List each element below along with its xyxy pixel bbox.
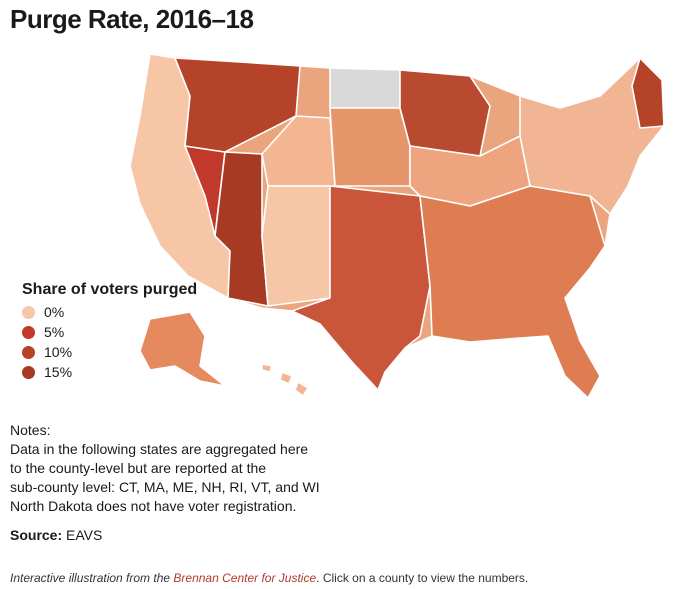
state-new-mexico[interactable] (261, 185, 331, 307)
legend: Share of voters purged 0% 5% 10% 15% (22, 281, 197, 382)
source-label: Source: (10, 527, 63, 543)
credit-line: Interactive illustration from the Brenna… (10, 571, 528, 585)
state-maine[interactable] (631, 57, 665, 129)
us-county-map[interactable] (0, 36, 681, 406)
region-great-plains[interactable] (329, 107, 411, 187)
legend-label: 10% (44, 344, 73, 360)
legend-swatch (22, 345, 35, 359)
state-alaska[interactable] (139, 311, 226, 387)
legend-swatch (22, 325, 35, 339)
legend-swatch (22, 365, 35, 379)
legend-item: 15% (22, 362, 197, 382)
legend-item: 10% (22, 342, 197, 362)
notes-line: sub-county level: CT, MA, ME, NH, RI, VT… (10, 479, 320, 495)
notes-line: to the county-level but are reported at … (10, 460, 267, 476)
chart-title: Purge Rate, 2016–18 (10, 4, 254, 34)
state-hawaii[interactable] (261, 363, 309, 397)
notes-line: Data in the following states are aggrega… (10, 441, 309, 457)
credit-prefix: Interactive illustration from the (10, 571, 174, 585)
source: Source: EAVS (10, 527, 102, 543)
legend-label: 0% (44, 304, 65, 320)
state-north-dakota[interactable] (329, 67, 401, 109)
brennan-center-link[interactable]: Brennan Center for Justice (173, 571, 317, 585)
legend-item: 5% (22, 322, 197, 342)
state-arizona[interactable] (214, 151, 269, 307)
legend-swatch (22, 305, 35, 319)
legend-title: Share of voters purged (22, 281, 198, 298)
legend-label: 15% (44, 364, 73, 380)
notes-line: North Dakota does not have voter registr… (10, 498, 297, 514)
legend-item: 0% (22, 302, 197, 322)
region-northeast[interactable] (519, 57, 665, 215)
region-southeast[interactable] (419, 185, 606, 399)
notes: Notes: Data in the following states are … (10, 421, 320, 516)
credit-suffix: . Click on a county to view the numbers. (316, 571, 529, 585)
notes-heading: Notes: (10, 422, 51, 438)
source-value: EAVS (66, 527, 103, 543)
legend-label: 5% (44, 324, 65, 340)
region-idaho-montana[interactable] (174, 57, 301, 153)
